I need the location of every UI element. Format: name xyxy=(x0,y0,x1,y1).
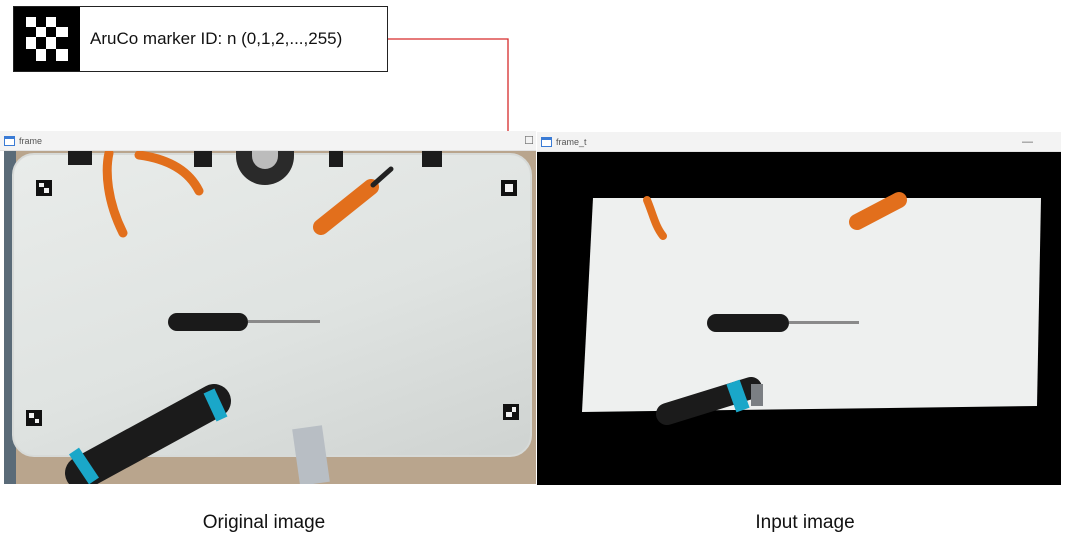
screwdriver xyxy=(168,313,320,331)
aruco-marker-top-right xyxy=(501,180,517,196)
aruco-marker-top-left xyxy=(36,180,52,196)
right-window-title: frame_t xyxy=(556,137,587,147)
input-image-caption: Input image xyxy=(755,512,855,533)
left-window-titlebar: frame ☐ xyxy=(0,131,536,151)
input-image xyxy=(537,152,1061,485)
pliers xyxy=(102,151,204,238)
original-image-caption: Original image xyxy=(202,512,326,533)
cutter-knife xyxy=(65,384,231,484)
aruco-marker-bottom-left xyxy=(26,410,42,426)
window-app-icon xyxy=(541,136,552,147)
aruco-marker-bottom-right xyxy=(503,404,519,420)
minimize-icon[interactable]: — xyxy=(1022,136,1033,148)
right-window-titlebar: frame_t — xyxy=(537,132,1061,152)
whiteboard xyxy=(12,153,532,457)
aruco-callout: AruCo marker ID: n (0,1,2,...,255) xyxy=(13,6,388,72)
aruco-marker-icon xyxy=(14,7,80,71)
left-window-title: frame xyxy=(19,136,43,146)
maximize-icon[interactable]: ☐ xyxy=(524,135,534,147)
window-app-icon xyxy=(4,135,15,146)
original-image xyxy=(4,151,536,484)
orange-utility-knife xyxy=(313,166,394,235)
callout-text: AruCo marker ID: n (0,1,2,...,255) xyxy=(90,29,343,48)
